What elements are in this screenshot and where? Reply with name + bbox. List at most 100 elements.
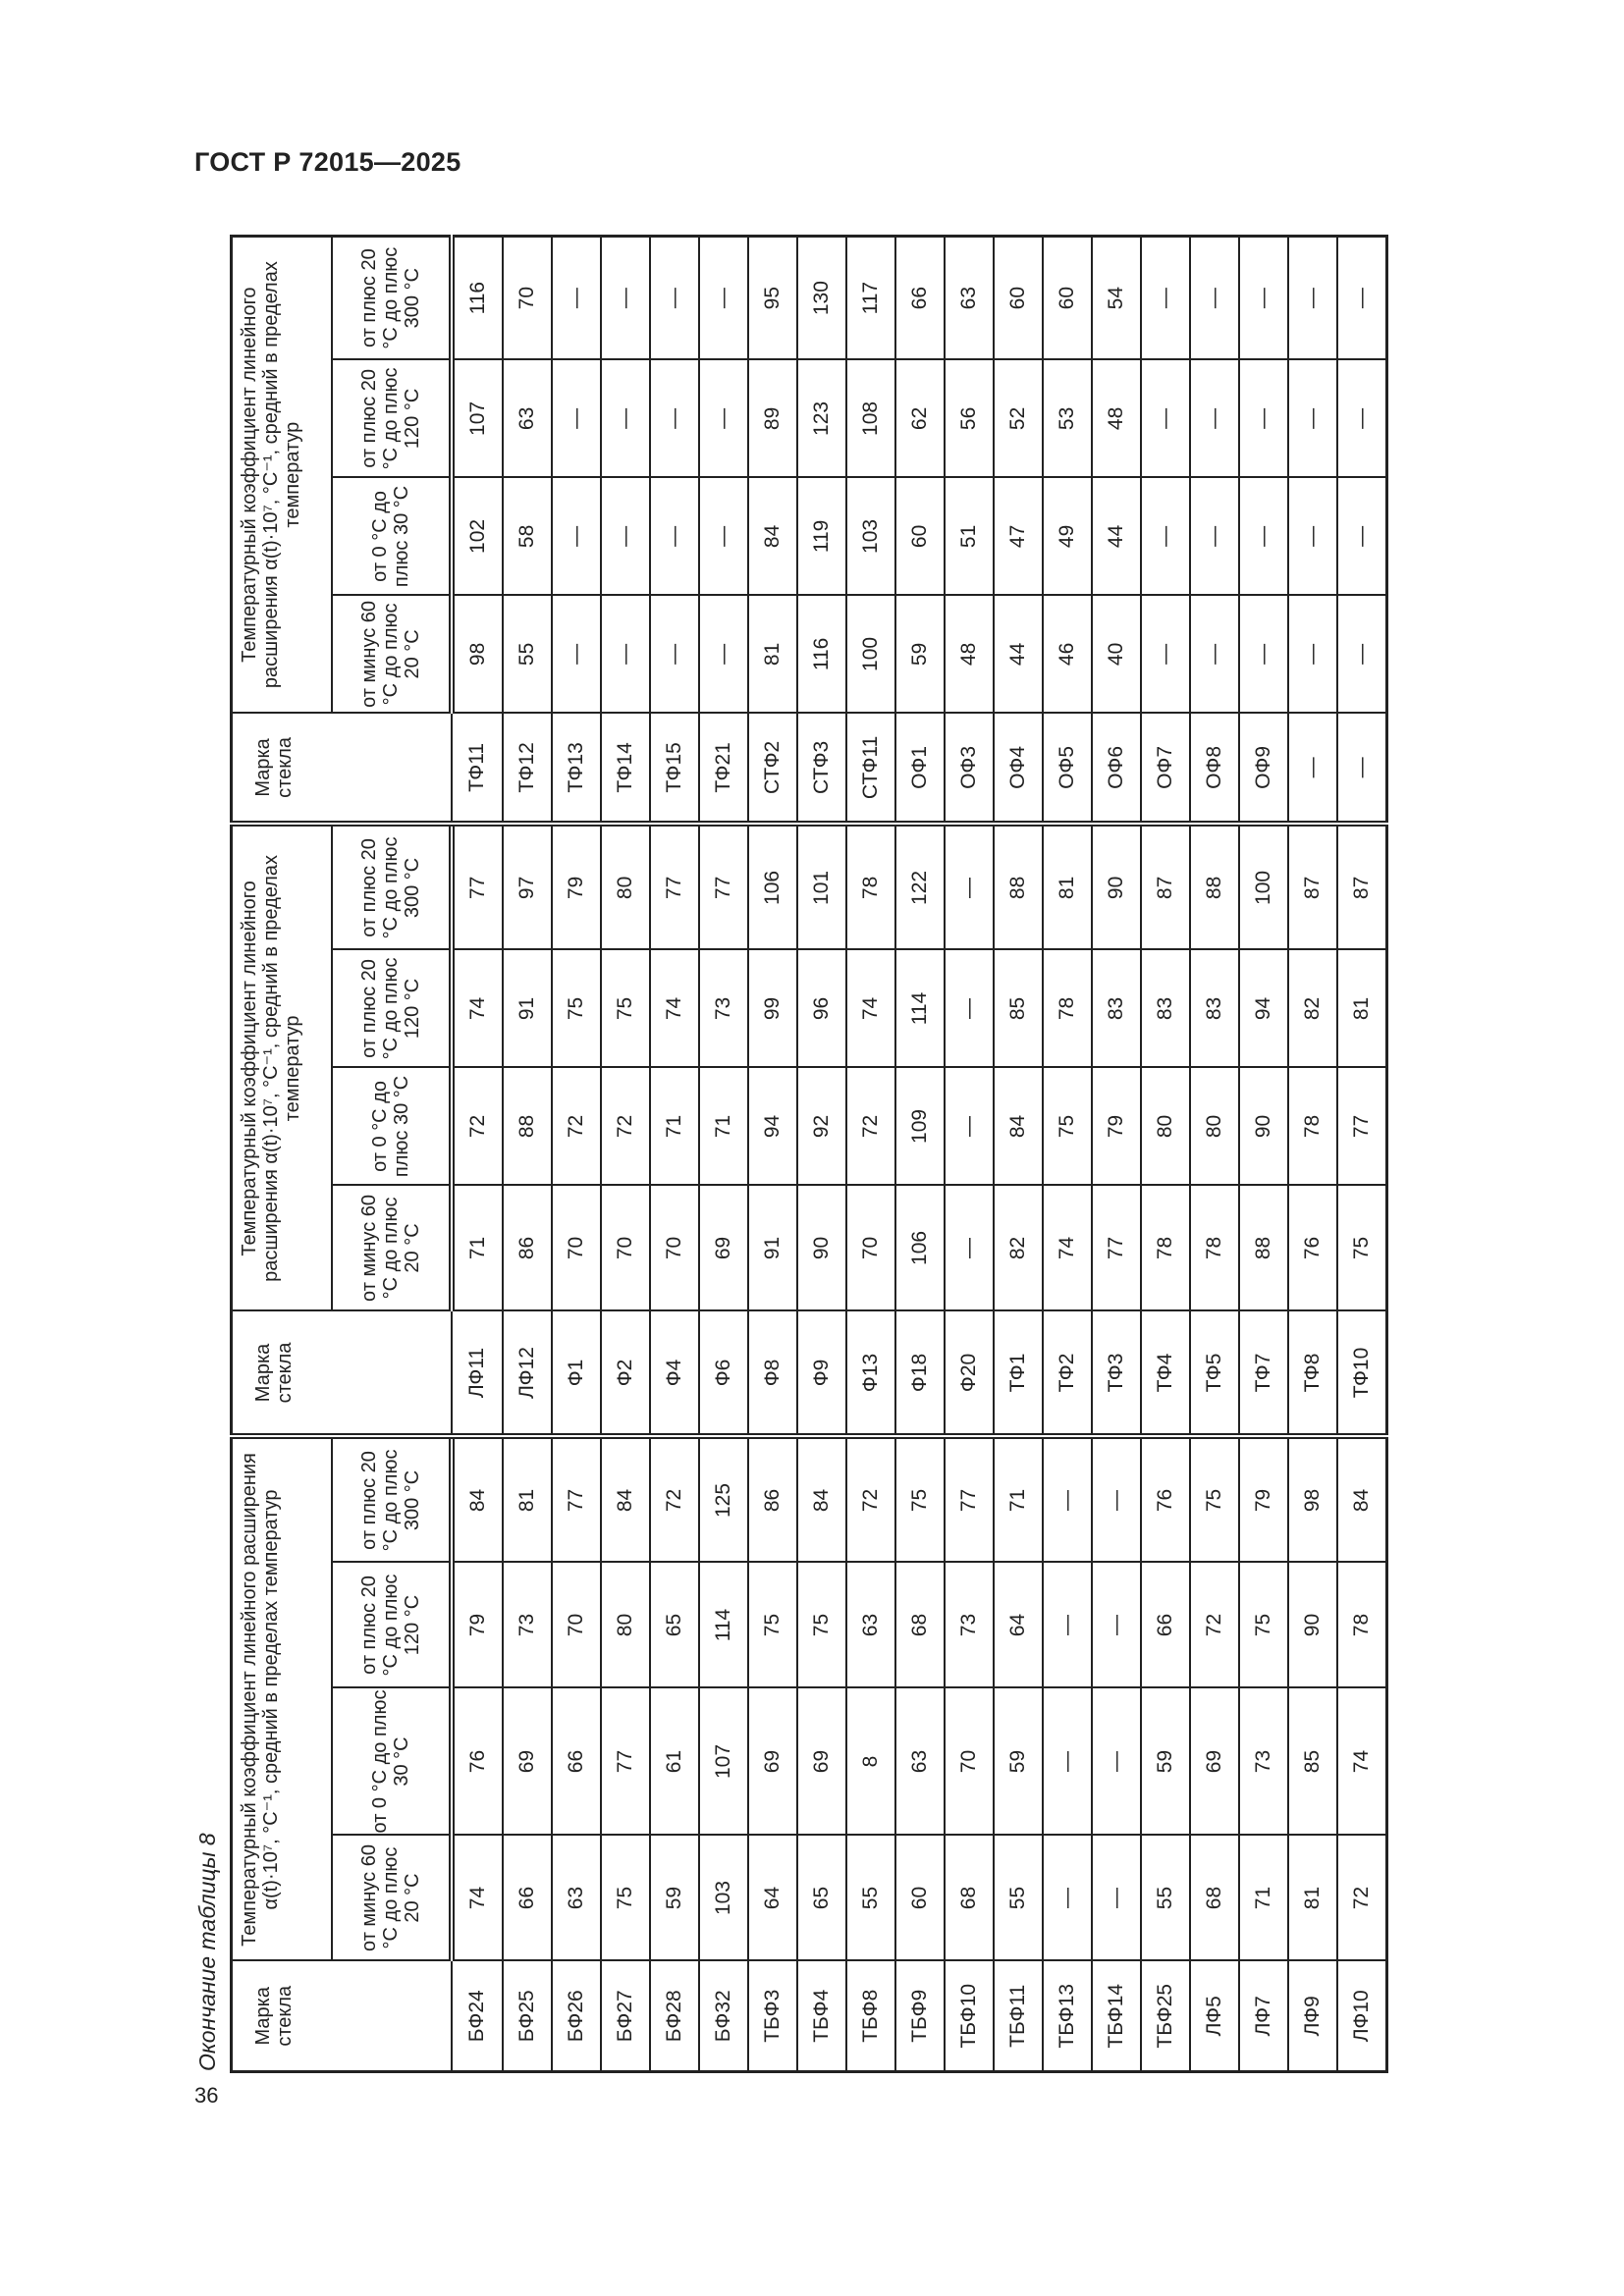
expansion-value-cell: 72 [1337,1835,1387,1961]
expansion-value-cell: 53 [1043,359,1092,478]
glass-mark-cell: ТФ11 [452,713,503,825]
expansion-value-cell: 88 [503,1067,552,1186]
glass-mark-cell: Ф20 [945,1310,994,1437]
expansion-value-cell: 79 [1092,1067,1141,1186]
expansion-value-cell: 60 [895,1835,945,1961]
expansion-value-cell: 85 [994,949,1043,1068]
expansion-value-cell: — [1190,359,1239,478]
glass-mark-cell: Ф13 [846,1310,895,1437]
glass-mark-cell: ТФ12 [503,713,552,825]
glass-mark-cell: ЛФ9 [1288,1960,1337,2072]
expansion-value-cell: — [1239,359,1288,478]
expansion-value-cell: — [1337,236,1387,360]
expansion-value-cell: 80 [1190,1067,1239,1186]
expansion-value-cell: 70 [945,1687,994,1836]
glass-mark-cell: — [1288,713,1337,825]
expansion-value-cell: 76 [1141,1436,1190,1563]
expansion-value-cell: — [601,477,650,596]
expansion-value-cell: — [1239,236,1288,360]
expansion-value-cell: 78 [1288,1067,1337,1186]
expansion-value-cell: 114 [895,949,945,1068]
expansion-value-cell: 74 [650,949,699,1068]
range-header: от плюс 20 °C до плюс 120 °C [332,1562,452,1688]
expansion-value-cell: 83 [1141,949,1190,1068]
glass-mark-cell: ТБФ11 [994,1960,1043,2072]
expansion-value-cell: 46 [1043,595,1092,714]
expansion-value-cell: 84 [452,1436,503,1563]
group-header: Температурный коэффициент линейного расш… [231,824,332,1311]
expansion-value-cell: 86 [748,1436,797,1563]
expansion-value-cell: 63 [945,236,994,360]
expansion-value-cell: 64 [748,1835,797,1961]
expansion-value-cell: 71 [1239,1835,1288,1961]
expansion-value-cell: — [1190,236,1239,360]
expansion-value-cell: 55 [994,1835,1043,1961]
expansion-value-cell: — [1092,1562,1141,1688]
glass-mark-cell: ТФ8 [1288,1310,1337,1437]
glass-mark-cell: ТБФ14 [1092,1960,1141,2072]
expansion-value-cell: 88 [1239,1185,1288,1311]
expansion-value-cell: 71 [650,1067,699,1186]
expansion-value-cell: 91 [748,1185,797,1311]
table-row: ТБФ9 60 63 68 75 Ф18 106 109 114 122 ОФ1 59 60 62 66 [895,236,945,2072]
expansion-value-cell: 107 [699,1687,748,1836]
expansion-value-cell: — [945,1185,994,1311]
glass-mark-cell: ЛФ7 [1239,1960,1288,2072]
expansion-value-cell: 74 [1337,1687,1387,1836]
expansion-value-cell: 75 [552,949,601,1068]
table-row: БФ26 63 66 70 77 Ф1 70 72 75 79 ТФ13— — — — [552,236,601,2072]
expansion-value-cell: — [1288,359,1337,478]
expansion-value-cell: 65 [650,1562,699,1688]
expansion-value-cell: 73 [503,1562,552,1688]
table-row: БФ32 103 107 114 125 Ф6 69 71 73 77 ТФ21— — — — [699,236,748,2072]
expansion-value-cell: 77 [1092,1185,1141,1311]
expansion-value-cell: 72 [601,1067,650,1186]
range-header: от плюс 20 °C до плюс 300 °C [332,236,452,360]
expansion-value-cell: 69 [1190,1687,1239,1836]
expansion-value-cell: 76 [452,1687,503,1836]
expansion-value-cell: 56 [945,359,994,478]
expansion-value-cell: 44 [1092,477,1141,596]
expansion-value-cell: 88 [1190,824,1239,950]
expansion-value-cell: 81 [748,595,797,714]
expansion-value-cell: 75 [895,1436,945,1563]
glass-mark-cell: Ф9 [797,1310,846,1437]
subheader-row: от минус 60 °C до плюс 20 °C от 0 °C до п… [332,236,452,2071]
glass-mark-cell: ТФ1 [994,1310,1043,1437]
table-caption: Окончание таблицы 8 [194,1833,220,2071]
expansion-value-cell: 66 [552,1687,601,1836]
expansion-value-cell: 94 [748,1067,797,1186]
table-row: ЛФ10 72 74 78 84 ТФ10 75 77 81 87— — — — — [1337,236,1387,2072]
expansion-value-cell: 84 [748,477,797,596]
expansion-value-cell: 91 [503,949,552,1068]
expansion-value-cell: 64 [994,1562,1043,1688]
glass-mark-cell: БФ25 [503,1960,552,2072]
expansion-value-cell: — [1043,1436,1092,1563]
glass-mark-cell: БФ24 [452,1960,503,2072]
expansion-value-cell: 59 [1141,1687,1190,1836]
glass-mark-cell: ОФ8 [1190,713,1239,825]
expansion-value-cell: 77 [699,824,748,950]
expansion-value-cell: 75 [1190,1436,1239,1563]
expansion-value-cell: — [552,595,601,714]
glass-mark-cell: Ф1 [552,1310,601,1437]
expansion-value-cell: 77 [650,824,699,950]
glass-mark-cell: ТБФ25 [1141,1960,1190,2072]
expansion-value-cell: 75 [601,949,650,1068]
expansion-value-cell: 48 [1092,359,1141,478]
expansion-value-cell: 72 [552,1067,601,1186]
expansion-value-cell: 68 [895,1562,945,1688]
expansion-value-cell: 78 [846,824,895,950]
rotated-table-container: Окончание таблицы 8 Марка стекла Температ… [192,234,1388,2073]
expansion-value-cell: 60 [895,477,945,596]
expansion-value-cell: 75 [1239,1562,1288,1688]
expansion-value-cell: — [1092,1835,1141,1961]
expansion-value-cell: — [1141,595,1190,714]
table-row: ЛФ9 81 85 90 98 ТФ8 76 78 82 87— — — — — [1288,236,1337,2072]
range-header: от минус 60 °C до плюс 20 °C [332,595,452,714]
expansion-value-cell: 78 [1190,1185,1239,1311]
glass-mark-cell: БФ27 [601,1960,650,2072]
table-row: ТБФ13— — — — ТФ2 74 75 78 81 ОФ5 46 49 53 60 [1043,236,1092,2072]
expansion-value-cell: 73 [1239,1687,1288,1836]
expansion-value-cell: 47 [994,477,1043,596]
